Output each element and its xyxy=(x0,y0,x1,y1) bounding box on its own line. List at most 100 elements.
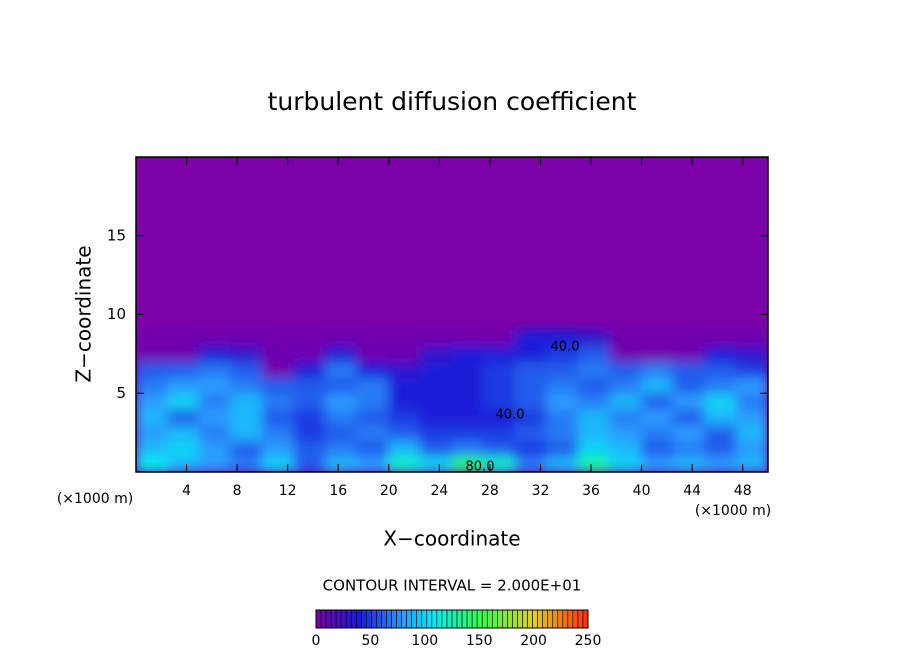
x-tick-label: 8 xyxy=(233,483,242,499)
colorbar-cell xyxy=(426,609,433,629)
contour-label: 80.0 xyxy=(466,460,495,475)
field-cell xyxy=(609,440,643,457)
field-cell xyxy=(230,455,263,472)
colorbar-cell xyxy=(476,609,483,629)
x-tick-label: 12 xyxy=(279,483,297,499)
field-cell xyxy=(483,345,516,363)
field-cell xyxy=(577,455,611,472)
colorbar-cell xyxy=(406,609,413,629)
field-cell xyxy=(451,455,485,472)
field-cell xyxy=(293,440,327,457)
field-cell xyxy=(293,329,327,347)
field-cell xyxy=(577,377,611,394)
field-cell xyxy=(483,440,516,457)
x-tick-label: 20 xyxy=(380,483,398,499)
field-cell xyxy=(577,440,611,457)
field-cell xyxy=(419,345,453,363)
field-cell xyxy=(419,392,453,410)
field-cell xyxy=(230,392,263,410)
field-cell xyxy=(672,440,706,457)
field-cell xyxy=(388,345,421,363)
x-tick-label: 44 xyxy=(683,483,701,499)
field-cell xyxy=(641,361,674,378)
field-cell xyxy=(514,377,548,394)
field-cell xyxy=(704,408,737,426)
field-cell xyxy=(325,408,358,426)
field-cell xyxy=(136,392,169,410)
field-cell xyxy=(735,455,768,472)
field-cell xyxy=(546,424,579,441)
colorbar-cell xyxy=(547,609,554,629)
field-cell xyxy=(672,408,706,426)
field-cell xyxy=(261,361,295,378)
x-unit: (×1000 m) xyxy=(695,503,771,519)
field-cell xyxy=(641,408,674,426)
colorbar-cell xyxy=(335,609,342,629)
field-cell xyxy=(546,361,579,378)
field-cell xyxy=(230,408,263,426)
field-cell xyxy=(293,455,327,472)
field-cell xyxy=(641,455,674,472)
field-cell xyxy=(419,455,453,472)
field-cell xyxy=(293,408,327,426)
colorbar-cell xyxy=(355,609,362,629)
field-cell xyxy=(261,424,295,441)
field-cell xyxy=(198,455,232,472)
field-cell xyxy=(325,440,358,457)
field-cell xyxy=(514,440,548,457)
colorbar-cell xyxy=(441,609,448,629)
field-cell xyxy=(230,361,263,378)
field-cell xyxy=(198,440,232,457)
field-cell xyxy=(704,361,737,378)
field-cell xyxy=(167,377,200,394)
field-cell xyxy=(451,329,485,347)
colorbar-cell xyxy=(456,609,463,629)
field-cell xyxy=(198,408,232,426)
x-tick-label: 36 xyxy=(582,483,600,499)
field-cell xyxy=(136,455,169,472)
colorbar-cell xyxy=(451,609,458,629)
field-cell xyxy=(704,455,737,472)
field-cell xyxy=(419,361,453,378)
field-cell xyxy=(546,329,579,347)
field-cell xyxy=(704,440,737,457)
field-cell xyxy=(451,377,485,394)
field-cell xyxy=(451,440,485,457)
field-cell xyxy=(325,329,358,347)
field-cell xyxy=(356,424,390,441)
field-cell xyxy=(198,329,232,347)
colorbar-cell xyxy=(486,609,493,629)
colorbar-cell xyxy=(497,609,503,629)
colorbar-cell xyxy=(315,609,322,629)
field-cell xyxy=(419,440,453,457)
colorbar-cell xyxy=(416,609,423,629)
field-cell xyxy=(356,361,390,378)
field-cell xyxy=(451,345,485,363)
colorbar-frame xyxy=(315,609,589,629)
field-cell xyxy=(198,361,232,378)
field-cell xyxy=(735,377,768,394)
colorbar-cell xyxy=(507,609,513,629)
colorbar-cell xyxy=(481,609,488,629)
x-tick-label: 24 xyxy=(430,483,448,499)
y-tick-label: 10 xyxy=(107,305,126,323)
field-cell xyxy=(419,424,453,441)
field-cell xyxy=(577,408,611,426)
field-cell xyxy=(293,424,327,441)
field-cell xyxy=(325,377,358,394)
field-cell xyxy=(546,345,579,363)
field-cell xyxy=(451,392,485,410)
field-cell xyxy=(735,329,768,347)
field-cell xyxy=(672,392,706,410)
field-cell xyxy=(230,345,263,363)
colorbar-cell xyxy=(421,609,428,629)
chart-title: turbulent diffusion coefficient xyxy=(268,87,637,116)
field-cell xyxy=(388,440,421,457)
field-cell xyxy=(325,345,358,363)
field-cell xyxy=(388,392,421,410)
field-cell xyxy=(167,440,200,457)
field-cell xyxy=(167,345,200,363)
field-cell xyxy=(261,345,295,363)
field-cell xyxy=(577,392,611,410)
field-cell xyxy=(261,408,295,426)
